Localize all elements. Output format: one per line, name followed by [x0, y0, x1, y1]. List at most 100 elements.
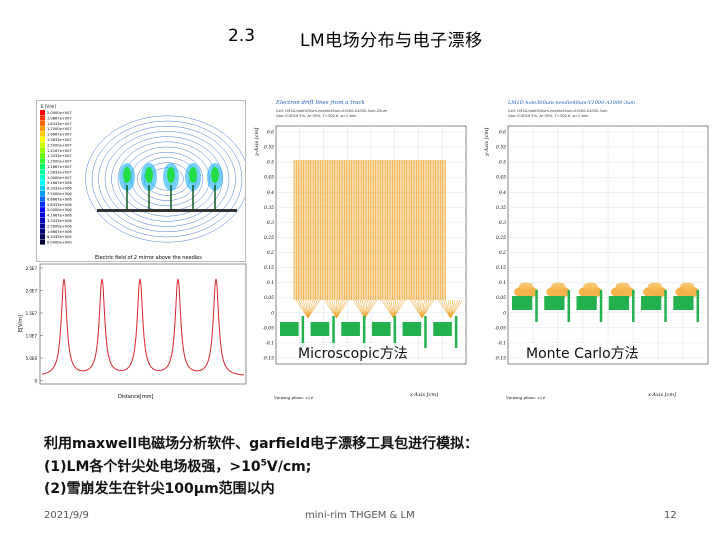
legend-value: 1.7500e+007 — [47, 127, 72, 131]
needle-electrode — [424, 316, 427, 348]
legend-swatch — [40, 131, 45, 137]
mc-grid — [508, 126, 708, 364]
funnel-line — [305, 299, 309, 319]
y-tick-label: -0.05 — [262, 325, 274, 331]
y-tick-label: 0.15 — [496, 265, 506, 271]
funnel-line — [364, 299, 371, 319]
funnel-line — [331, 299, 337, 319]
micro-subheader-1: Cell: LM1D-hole300um-needle40um-V1000-A1… — [276, 109, 388, 113]
electrode-pad — [402, 322, 422, 336]
funnel-line — [447, 299, 451, 319]
y-tick-label: 0.2 — [267, 250, 274, 256]
mc-x-label: x-Axis [cm] — [648, 392, 676, 398]
microscopic-drift-plot: Electron drift lines from a track Cell: … — [250, 96, 470, 408]
legend-value: 4.1667e+006 — [47, 214, 72, 218]
point-1-exponent: 5 — [260, 458, 267, 469]
electrode-pad — [673, 296, 694, 310]
micro-header: Electron drift lines from a track — [275, 100, 366, 106]
funnel-line — [324, 299, 337, 319]
legend-swatch — [40, 218, 45, 223]
mc-y-label: y-Axis [cm] — [484, 128, 490, 157]
profile-y-label: E[V/m] — [18, 315, 24, 332]
y-tick-label: 0.55 — [264, 145, 274, 151]
legend-swatch — [40, 234, 45, 240]
legend-value: 1.0000e+007 — [47, 176, 72, 180]
funnel-line — [336, 299, 344, 319]
legend-swatch — [40, 212, 45, 218]
funnel-line — [383, 299, 394, 319]
funnel-line — [412, 299, 423, 319]
electrode-pad — [371, 322, 391, 336]
funnel-line — [307, 299, 318, 319]
y-tick-label: 0.05 — [496, 295, 506, 301]
electrode-pad — [608, 296, 630, 310]
legend-swatch — [40, 120, 45, 126]
legend-swatch — [40, 142, 45, 148]
legend-value: 2.0000e+007 — [47, 111, 72, 115]
contour-line — [91, 120, 243, 238]
funnel-line — [393, 299, 399, 319]
legend-value: 2.5000e+006 — [47, 224, 72, 228]
legend-swatch — [40, 191, 45, 196]
drift-region — [294, 160, 446, 300]
micro-viewing-plane: Viewing plane: z=0 — [274, 395, 314, 400]
funnel-line — [336, 299, 349, 319]
funnel-line — [295, 299, 309, 319]
funnel-line — [421, 299, 430, 319]
legend-value: 1.4167e+007 — [47, 149, 72, 153]
profile-tick-label: 2.0E7 — [26, 289, 38, 294]
funnel-line — [409, 299, 423, 319]
mc-viewing-plane: Viewing plane: z=0 — [506, 395, 546, 400]
needle-electrode — [393, 316, 397, 348]
legend-value: 1.3333e+007 — [47, 154, 72, 158]
mc-header: LM1D-hole300um-needle40um-V1000-A1000-3u… — [507, 100, 635, 106]
mc-drift-blobs — [514, 282, 700, 298]
legend-value: 1.2500e+007 — [47, 160, 72, 164]
funnel-line — [438, 299, 451, 319]
funnel-line — [326, 299, 337, 319]
mc-subheader-2: Gas: iC4H10 5%, Ar 95%, T=300 K, p=1 atm — [508, 114, 589, 118]
funnel-line — [450, 299, 463, 319]
point-2: (2)雪崩发生在针尖100μm范围以内 — [44, 481, 275, 497]
electrode-pad — [641, 296, 662, 310]
funnel-line — [307, 299, 314, 319]
needle-field-core — [211, 167, 219, 183]
funnel-line — [355, 299, 366, 319]
avalanche-core — [519, 282, 533, 290]
intro-text: 利用maxwell电磁场分析软件、garfield电子漂移工具包进行模拟： — [44, 436, 479, 452]
funnel-line — [450, 299, 454, 319]
funnel-line — [333, 299, 337, 319]
legend-value: 1.1667e+007 — [47, 165, 72, 169]
legend-swatch — [40, 185, 45, 191]
y-tick-label: 0.45 — [496, 175, 506, 181]
funnel-line — [359, 299, 366, 319]
funnel-line — [329, 299, 337, 319]
contour-line — [85, 115, 245, 243]
legend-swatch — [40, 115, 45, 121]
caption-monte-carlo: Monte Carlo方法 — [524, 343, 641, 363]
funnel-line — [443, 299, 451, 319]
legend-swatch — [40, 223, 45, 229]
micro-x-label: x-Axis [cm] — [410, 392, 438, 398]
funnel-line — [393, 299, 401, 319]
profile-tick-label: 5.0E6 — [26, 356, 38, 361]
needle-electrode — [696, 290, 700, 322]
mc-y-ticks: 0.6 0.55 0.5 0.45 0.4 0.35 0.3 0.25 0.2 0.15 0.1 0.… — [494, 130, 506, 362]
avalanche-blob — [514, 286, 538, 298]
y-tick-label: 0.3 — [267, 220, 274, 226]
avalanche-blob — [675, 286, 700, 298]
legend-swatch — [40, 164, 45, 169]
legend-swatch — [40, 180, 45, 186]
profile-tick-label: 0 — [34, 379, 37, 384]
y-tick-label: -0.1 — [265, 340, 274, 346]
legend-swatch — [40, 126, 45, 132]
footer-title: mini-rim THGEM & LM — [305, 510, 415, 521]
avalanche-core — [615, 282, 630, 290]
funnel-line — [450, 299, 461, 319]
funnel-line — [414, 299, 423, 319]
legend-value: 5.8333e+006 — [47, 203, 72, 207]
legend-swatch — [40, 228, 45, 234]
legend-value: 1.5833e+007 — [47, 138, 72, 142]
